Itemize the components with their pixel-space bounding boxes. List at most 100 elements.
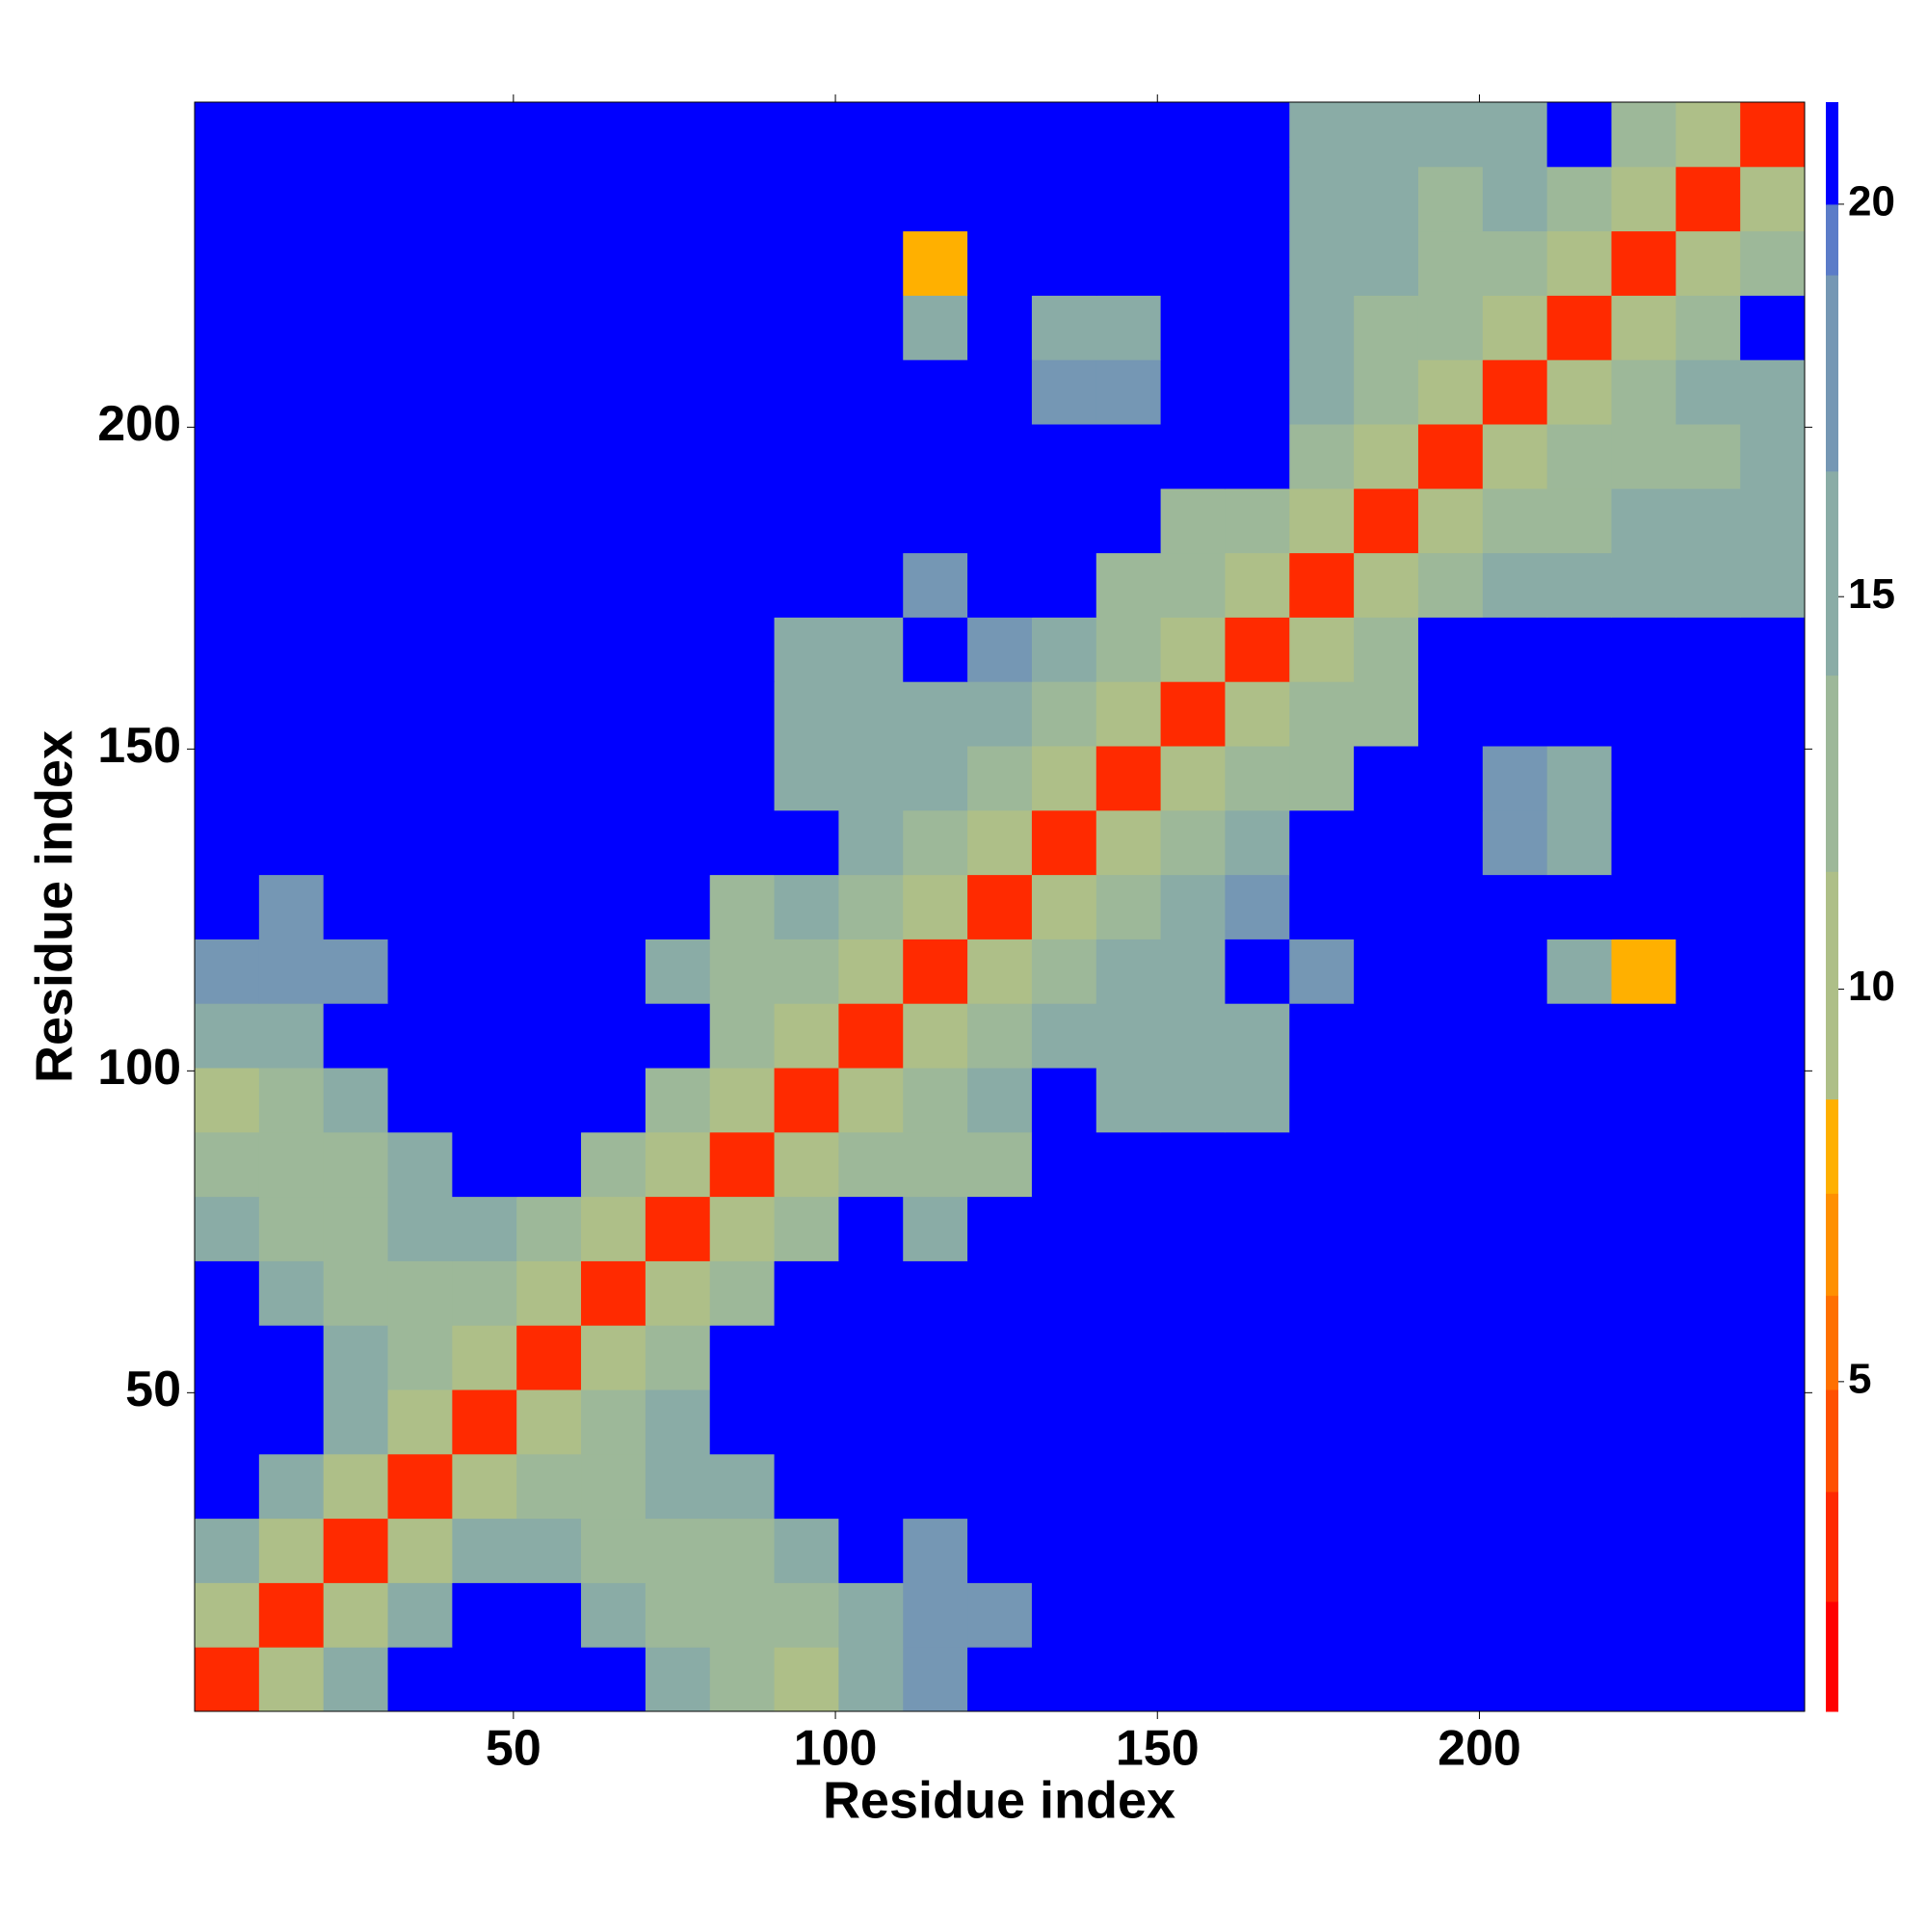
heat-cell: [1289, 295, 1355, 360]
heat-cell: [452, 1647, 517, 1712]
heat-cell: [1289, 681, 1355, 747]
heat-cell: [1160, 746, 1226, 811]
heat-cell: [967, 1196, 1033, 1261]
heat-cell: [452, 617, 517, 682]
heat-cell: [195, 1325, 260, 1390]
heat-cell: [323, 1325, 389, 1390]
heat-cell: [903, 874, 968, 940]
heat-cell: [774, 102, 839, 168]
heat-cell: [1740, 939, 1806, 1004]
heat-cell: [387, 1131, 453, 1198]
heat-cell: [1160, 874, 1226, 940]
heat-cell: [1354, 230, 1419, 296]
heat-cell: [258, 230, 325, 296]
heat-cell: [323, 939, 389, 1004]
heat-cell: [1160, 1389, 1226, 1455]
heat-cell: [709, 1518, 776, 1583]
heat-cell: [516, 746, 582, 811]
heat-cell: [387, 1003, 453, 1069]
heat-cell: [1289, 874, 1355, 940]
heat-cell: [967, 874, 1033, 940]
heat-cell: [387, 681, 453, 747]
heat-cell: [903, 1647, 968, 1712]
heat-cell: [1225, 1003, 1290, 1069]
colorbar-band: [1826, 871, 1838, 1100]
heat-cell: [709, 1453, 776, 1520]
heat-cell: [1740, 809, 1806, 876]
heat-cell: [323, 1453, 389, 1520]
heat-cell: [967, 1647, 1033, 1712]
heat-cell: [1546, 1325, 1612, 1390]
heat-cell: [1031, 681, 1097, 747]
heat-cell: [195, 488, 260, 554]
heat-cell: [1611, 1003, 1676, 1069]
heat-cell: [838, 1647, 904, 1712]
heat-cell: [1417, 1325, 1484, 1390]
heat-cell: [581, 939, 647, 1004]
heat-cell: [1031, 295, 1097, 360]
heat-cell: [1354, 1325, 1419, 1390]
heat-cell: [774, 424, 839, 490]
heat-cell: [1417, 746, 1484, 811]
heat-cell: [1546, 1647, 1612, 1712]
heat-cell: [195, 874, 260, 940]
heat-cell: [1354, 166, 1419, 232]
heat-cell: [1417, 295, 1484, 360]
heat-cell: [645, 1647, 711, 1712]
colorbar-band: [1826, 1491, 1838, 1602]
heat-cell: [645, 230, 711, 296]
heat-cell: [1354, 1003, 1419, 1069]
heat-cell: [195, 359, 260, 425]
heat-cell: [1225, 1196, 1290, 1261]
heat-cell: [1031, 746, 1097, 811]
heat-cell: [709, 1003, 776, 1069]
heat-cell: [1611, 1582, 1676, 1648]
heat-cell: [645, 939, 711, 1004]
heat-cell: [516, 1582, 582, 1648]
heat-cell: [1095, 1647, 1162, 1712]
heat-cell: [1160, 1003, 1226, 1069]
heat-cell: [581, 1453, 647, 1520]
heat-cell: [1031, 102, 1097, 168]
heat-cell: [1676, 1647, 1741, 1712]
heat-cell: [195, 1453, 260, 1520]
heat-cell: [1482, 1131, 1548, 1198]
heat-cell: [387, 230, 453, 296]
heat-cell: [387, 166, 453, 232]
heat-cell: [774, 1582, 839, 1648]
heat-cell: [516, 1389, 582, 1455]
heat-cell: [645, 359, 711, 425]
x-tick-label: 150: [1116, 1721, 1200, 1777]
heat-cell: [1676, 1068, 1741, 1133]
x-axis-title: Residue index: [823, 1771, 1175, 1829]
heat-cell: [1225, 166, 1290, 232]
heat-cell: [1676, 1131, 1741, 1198]
heat-cell: [967, 1518, 1033, 1583]
heat-cell: [516, 809, 582, 876]
heat-cell: [709, 230, 776, 296]
heat-cell: [516, 230, 582, 296]
heat-cell: [516, 359, 582, 425]
x-tick-label: 100: [794, 1721, 878, 1777]
heat-cell: [323, 809, 389, 876]
heat-cell: [516, 1325, 582, 1390]
heat-cell: [1289, 424, 1355, 490]
heat-cell: [516, 1453, 582, 1520]
heat-cell: [323, 1518, 389, 1583]
heat-cell: [1546, 874, 1612, 940]
heat-cell: [1417, 1647, 1484, 1712]
heat-cell: [452, 809, 517, 876]
heat-cell: [1546, 424, 1612, 490]
heat-cell: [1031, 1196, 1097, 1261]
heat-cell: [838, 1196, 904, 1261]
heat-cell: [581, 1582, 647, 1648]
heat-cell: [1160, 1453, 1226, 1520]
heat-cell: [1740, 230, 1806, 296]
heat-cell: [1611, 1389, 1676, 1455]
heat-cell: [258, 1325, 325, 1390]
heat-cell: [1160, 1518, 1226, 1583]
heat-cell: [387, 1325, 453, 1390]
heat-cell: [1417, 1196, 1484, 1261]
heat-cell: [1417, 939, 1484, 1004]
heat-cell: [452, 295, 517, 360]
